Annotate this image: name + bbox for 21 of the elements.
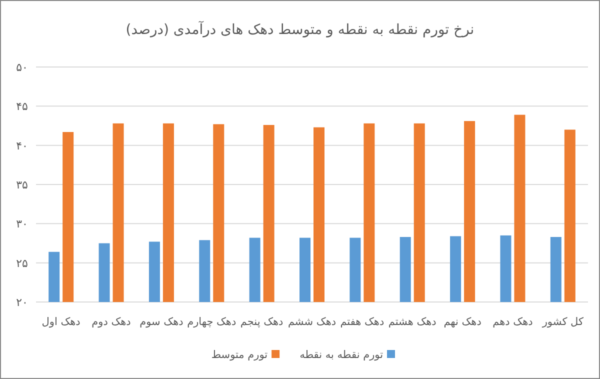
x-tick-label: دهک چهارم [187,316,236,328]
x-tick-label: دهک هشتم [388,316,437,328]
y-tick-label: ۲۵ [16,256,28,270]
x-tick-label: دهک هفتم [340,316,384,328]
x-tick-label: دهک دهم [492,316,534,328]
x-tick-label: کل کشور [541,316,584,328]
x-tick-label: دهک پنجم [240,316,284,328]
x-tick-label: دهک اول [42,316,81,328]
legend-label: تورم متوسط [211,349,268,361]
y-tick-label: ۳۰ [16,218,28,231]
x-tick-label: دهک ششم [288,316,336,328]
x-tick-label: دهک دوم [92,316,132,328]
y-tick-label: ۴۰ [16,139,28,152]
y-tick-label: ۴۵ [16,100,28,114]
y-tick-label: ۵۰ [16,61,28,74]
x-tick-label: دهک نهم [444,316,482,328]
legend-label: تورم نقطه به نقطه [300,349,384,361]
chart-title: نرخ تورم نقطه به نقطه و متوسط دهک های درآمدی (درصد) [126,20,474,38]
x-tick-label: دهک سوم [140,316,184,328]
y-tick-label: ۲۰ [16,296,28,309]
y-tick-label: ۳۵ [16,178,28,192]
